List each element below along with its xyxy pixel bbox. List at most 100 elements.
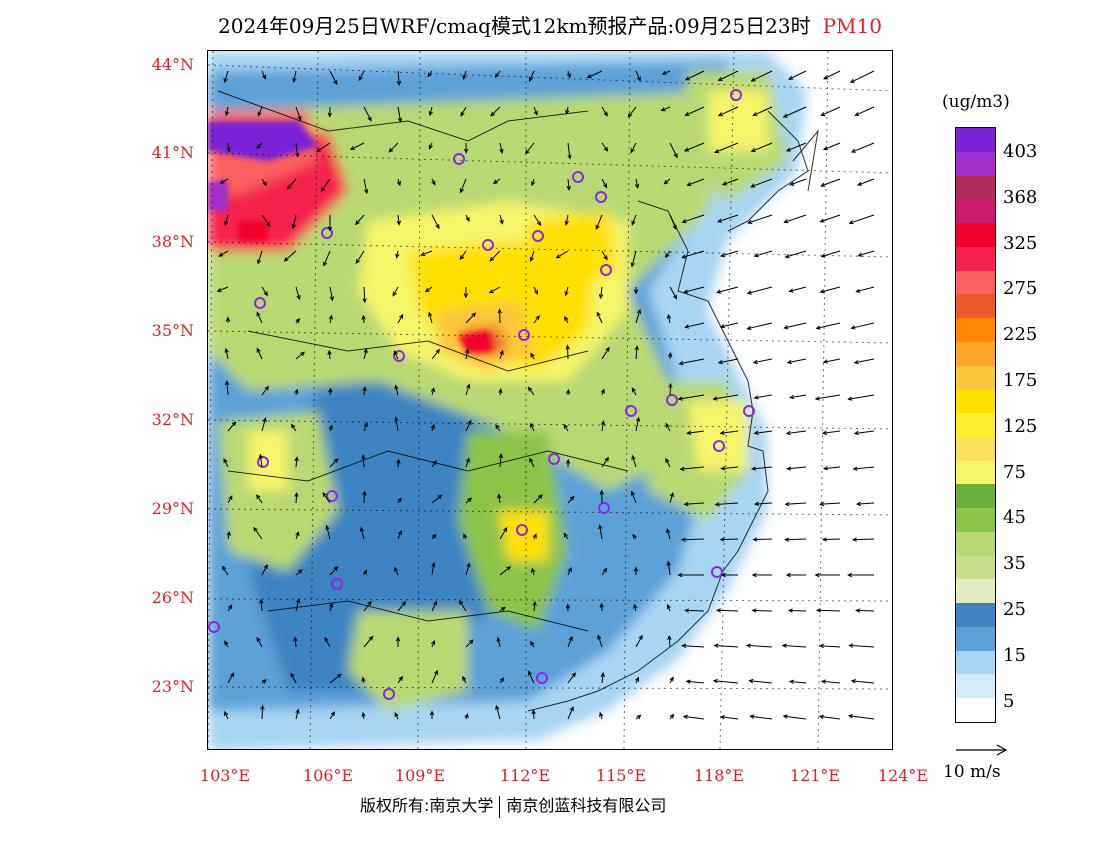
- wind-arrow: [856, 609, 875, 612]
- wind-arrow: [753, 538, 773, 541]
- wind-arrow-head: [855, 608, 861, 613]
- wind-arrow: [218, 250, 229, 257]
- wind-arrow-head: [684, 324, 690, 329]
- wind-arrow: [754, 394, 773, 399]
- wind-arrow-head: [219, 179, 225, 184]
- wind-arrow-head: [746, 325, 752, 331]
- wind-arrow-head: [786, 359, 792, 365]
- legend-value-label: 275: [1003, 278, 1038, 300]
- wind-arrow: [533, 106, 538, 115]
- wind-arrow-head: [283, 257, 289, 262]
- wind-arrow: [227, 672, 235, 684]
- wind-arrow: [295, 106, 302, 121]
- wind-arrow-head: [853, 430, 859, 436]
- wind-arrow: [329, 315, 333, 324]
- legend-color-box: [956, 460, 995, 485]
- wind-arrow: [428, 312, 433, 324]
- wind-arrow: [431, 349, 440, 360]
- legend-color-box: [956, 508, 995, 533]
- lat-label-23: 23°N: [151, 677, 194, 696]
- lon-label-106: 106°E: [302, 766, 354, 785]
- wind-arrow-head: [259, 598, 264, 604]
- wind-arrow-head: [253, 526, 258, 532]
- legend-color-box: [956, 270, 995, 295]
- wind-arrow-head: [565, 344, 570, 350]
- wind-arrow-head: [857, 252, 863, 257]
- wind-arrow-head: [262, 181, 267, 187]
- wind-arrow-head: [333, 458, 339, 464]
- wind-arrow: [394, 567, 399, 576]
- wind-arrow: [601, 457, 609, 468]
- wind-arrow-head: [428, 144, 433, 150]
- wind-arrow: [529, 458, 535, 468]
- wind-arrow: [718, 106, 739, 117]
- wind-arrow-head: [785, 430, 791, 436]
- wind-arrow: [295, 569, 303, 576]
- wind-arrow-head: [395, 636, 401, 642]
- lat-label-26: 26°N: [151, 588, 194, 607]
- wind-arrow-head: [430, 423, 435, 430]
- wind-arrow-head: [459, 188, 464, 194]
- legend-color-box: [956, 365, 995, 390]
- wind-arrow: [363, 349, 367, 360]
- wind-arrow-head: [686, 181, 692, 186]
- wind-arrow: [665, 423, 671, 432]
- wind-arrow-head: [630, 262, 635, 268]
- wind-arrow-head: [668, 382, 673, 388]
- wind-arrow: [635, 178, 639, 188]
- wind-arrow: [388, 142, 399, 153]
- wind-arrow-head: [295, 152, 300, 158]
- wind-arrow-head: [323, 261, 328, 267]
- wind-arrow: [683, 715, 705, 720]
- wind-arrow-head: [782, 714, 788, 719]
- wind-arrow-head: [494, 73, 500, 79]
- wind-arrow-head: [632, 533, 637, 539]
- wind-arrow: [682, 250, 705, 258]
- wind-arrow: [749, 680, 773, 684]
- wind-arrow-head: [466, 383, 471, 389]
- wind-arrow-head: [256, 636, 261, 642]
- wind-arrow-head: [681, 643, 687, 649]
- wind-arrow: [567, 567, 572, 576]
- wind-arrow-head: [713, 643, 719, 648]
- title-species: PM10: [822, 14, 882, 38]
- wind-arrow-head: [263, 291, 268, 297]
- wind-arrow: [664, 178, 671, 185]
- wind-arrow-head: [231, 421, 237, 427]
- wind-arrow-head: [428, 111, 433, 117]
- wind-arrow-head: [677, 572, 683, 578]
- wind-arrow: [721, 466, 739, 470]
- wind-arrow: [601, 603, 603, 612]
- wind-arrow-head: [750, 466, 757, 471]
- wind-arrow-head: [359, 526, 365, 532]
- wind-arrow-head: [531, 567, 536, 573]
- wind-arrow-head: [388, 147, 394, 153]
- wind-arrow: [631, 214, 637, 225]
- wind-arrow: [350, 142, 365, 150]
- wind-arrow: [599, 525, 603, 540]
- wind-arrow-head: [855, 501, 861, 507]
- wind-arrow: [460, 178, 467, 193]
- wind-arrow: [853, 538, 875, 541]
- wind-arrow: [329, 70, 338, 85]
- wind-arrow-head: [631, 387, 636, 393]
- wind-arrow: [329, 458, 339, 468]
- wind-arrow-head: [678, 361, 684, 366]
- legend-color-box: [956, 555, 995, 580]
- wind-arrow-head: [599, 489, 604, 495]
- wind-arrow-head: [666, 603, 671, 610]
- wind-arrow-head: [435, 348, 441, 354]
- wind-arrow: [601, 178, 608, 188]
- wind-arrow: [321, 178, 331, 192]
- wind-arrow: [789, 681, 807, 684]
- wind-arrow-head: [292, 77, 297, 83]
- wind-arrow: [567, 636, 573, 648]
- wind-arrow: [752, 609, 773, 612]
- wind-arrow-head: [719, 537, 725, 542]
- wind-arrow-head: [466, 562, 471, 568]
- wind-arrow: [848, 394, 875, 400]
- wind-arrow-head: [819, 218, 825, 223]
- wind-arrow-head: [530, 640, 535, 646]
- wind-arrow-head: [294, 456, 299, 462]
- wind-arrow-head: [785, 572, 791, 578]
